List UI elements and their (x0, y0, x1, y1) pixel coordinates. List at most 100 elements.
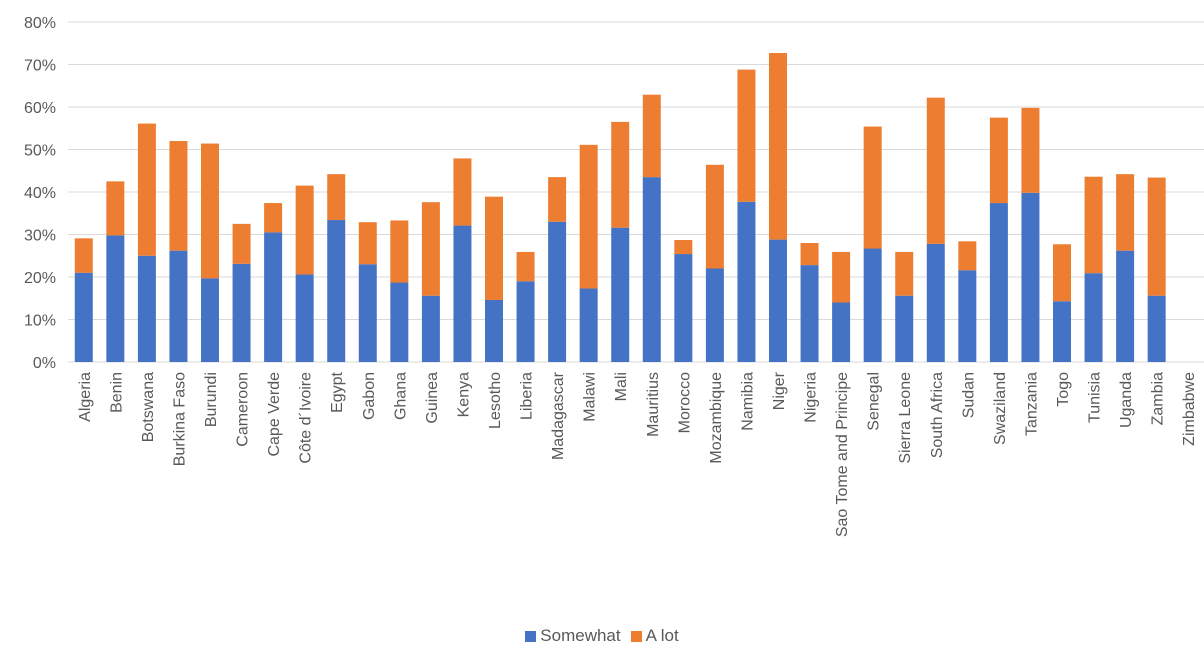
legend-item-somewhat: Somewhat (525, 626, 621, 646)
bar-somewhat-burundi (201, 278, 219, 362)
bar-somewhat-namibia (737, 201, 756, 362)
bar-a-lot-niger (769, 53, 787, 240)
x-tick-label-sao-tome-and-principe: Sao Tome and Principe (834, 372, 851, 537)
bar-a-lot-sudan (958, 241, 977, 271)
y-tick-label: 50% (24, 143, 56, 160)
x-tick-label-morocco: Morocco (676, 372, 693, 433)
bar-somewhat-mauritius (642, 177, 661, 362)
y-tick-label: 80% (24, 15, 56, 32)
bar-a-lot-burundi (201, 143, 219, 279)
bar-somewhat-niger (769, 239, 787, 362)
x-tick-label-cape-verde: Cape Verde (266, 372, 283, 457)
bar-a-lot-south-africa (926, 97, 945, 244)
bar-somewhat-cameroon (232, 263, 251, 362)
bar-somewhat-benin (106, 235, 125, 362)
x-tick-label-zambia: Zambia (1150, 372, 1167, 425)
legend: Somewhat A lot (0, 626, 1204, 646)
bar-somewhat-madagascar (548, 221, 567, 362)
x-tick-label-malawi: Malawi (582, 372, 599, 422)
bar-a-lot-co-te-d-ivoire (295, 185, 314, 275)
bar-somewhat-mali (611, 227, 630, 362)
x-axis-tick-labels: Algeria Benin Botswana Burkina Faso Burundi C… (77, 371, 1198, 537)
bar-a-lot-benin (106, 181, 125, 236)
bar-a-lot-nigeria (800, 243, 819, 266)
bar-somewhat-morocco (674, 254, 693, 362)
bar-a-lot-sao-tome-and-principe (832, 251, 851, 303)
gridlines (68, 21, 1204, 363)
bar-a-lot-namibia (737, 69, 756, 202)
x-tick-label-tunisia: Tunisia (1087, 372, 1104, 423)
bar-somewhat-zambia (1147, 295, 1166, 362)
x-tick-label-liberia: Liberia (519, 372, 536, 420)
y-tick-label: 20% (24, 270, 56, 287)
x-tick-label-guinea: Guinea (424, 372, 441, 424)
bar-somewhat-algeria (74, 272, 93, 362)
x-tick-label-uganda: Uganda (1118, 372, 1135, 428)
bar-a-lot-morocco (674, 240, 693, 255)
bar-a-lot-burkina-faso (169, 141, 188, 251)
x-tick-label-mauritius: Mauritius (645, 372, 662, 437)
x-tick-label-sierra-leone: Sierra Leone (897, 372, 914, 464)
bar-a-lot-cameroon (232, 223, 251, 264)
bar-a-lot-egypt (327, 174, 346, 221)
x-tick-label-algeria: Algeria (77, 372, 94, 422)
bar-somewhat-ghana (390, 282, 409, 362)
y-axis-tick-labels: 0% 10% 20% 30% 40% 50% 60% 70% 80% (24, 15, 56, 372)
x-tick-label-madagascar: Madagascar (550, 371, 567, 460)
bar-a-lot-senegal (863, 126, 882, 249)
x-tick-label-swaziland: Swaziland (992, 372, 1009, 445)
bar-a-lot-tunisia (1084, 176, 1103, 274)
bars (74, 53, 1166, 362)
x-tick-label-nigeria: Nigeria (803, 372, 820, 423)
bar-somewhat-south-africa (926, 243, 945, 362)
legend-swatch-a-lot (630, 630, 642, 642)
y-tick-label: 30% (24, 228, 56, 245)
y-tick-label: 60% (24, 100, 56, 117)
bar-a-lot-mozambique (705, 164, 724, 269)
bar-somewhat-burkina-faso (169, 250, 188, 362)
x-tick-label-togo: Togo (1055, 372, 1072, 407)
bar-somewhat-lesotho (485, 299, 503, 362)
x-tick-label-ghana: Ghana (392, 372, 409, 420)
y-tick-label: 10% (24, 313, 56, 330)
bar-a-lot-madagascar (548, 177, 567, 222)
x-tick-label-burkina-faso: Burkina Faso (171, 372, 188, 466)
bar-somewhat-mozambique (705, 268, 724, 362)
bar-a-lot-malawi (579, 144, 598, 289)
bar-somewhat-liberia (516, 281, 535, 362)
bar-a-lot-tanzania (1021, 107, 1040, 193)
legend-swatch-somewhat (525, 630, 537, 642)
bar-a-lot-liberia (516, 251, 535, 282)
bar-a-lot-sierra-leone (895, 251, 914, 296)
bar-a-lot-guinea (421, 202, 440, 296)
x-tick-label-mali: Mali (613, 372, 630, 401)
x-tick-label-kenya: Kenya (455, 372, 472, 417)
x-tick-label-senegal: Senegal (866, 372, 883, 431)
x-tick-label-south-africa: South Africa (929, 372, 946, 458)
bar-somewhat-uganda (1116, 250, 1135, 362)
x-tick-label-egypt: Egypt (329, 371, 346, 412)
x-tick-label-botswana: Botswana (140, 372, 157, 442)
bar-somewhat-sao-tome-and-principe (832, 302, 851, 362)
bar-somewhat-swaziland (989, 203, 1008, 362)
legend-label-a-lot: A lot (645, 626, 679, 645)
y-tick-label: 40% (24, 185, 56, 202)
x-tick-label-tanzania: Tanzania (1023, 372, 1040, 436)
bar-somewhat-tunisia (1084, 273, 1103, 362)
bar-a-lot-mali (611, 121, 630, 228)
x-tick-label-sudan: Sudan (960, 372, 977, 418)
bar-a-lot-cape-verde (264, 203, 283, 233)
bar-somewhat-gabon (358, 264, 377, 362)
bar-somewhat-sudan (958, 270, 977, 362)
bar-somewhat-co-te-d-ivoire (295, 274, 314, 362)
bar-somewhat-egypt (327, 220, 346, 362)
bar-a-lot-lesotho (485, 196, 503, 300)
bar-somewhat-togo (1053, 301, 1071, 362)
bar-somewhat-cape-verde (264, 232, 283, 362)
x-tick-label-cameroon: Cameroon (235, 372, 252, 447)
x-tick-label-benin: Benin (108, 372, 125, 413)
x-tick-label-mozambique: Mozambique (708, 372, 725, 464)
bar-a-lot-uganda (1116, 174, 1135, 251)
bar-somewhat-malawi (579, 288, 598, 362)
